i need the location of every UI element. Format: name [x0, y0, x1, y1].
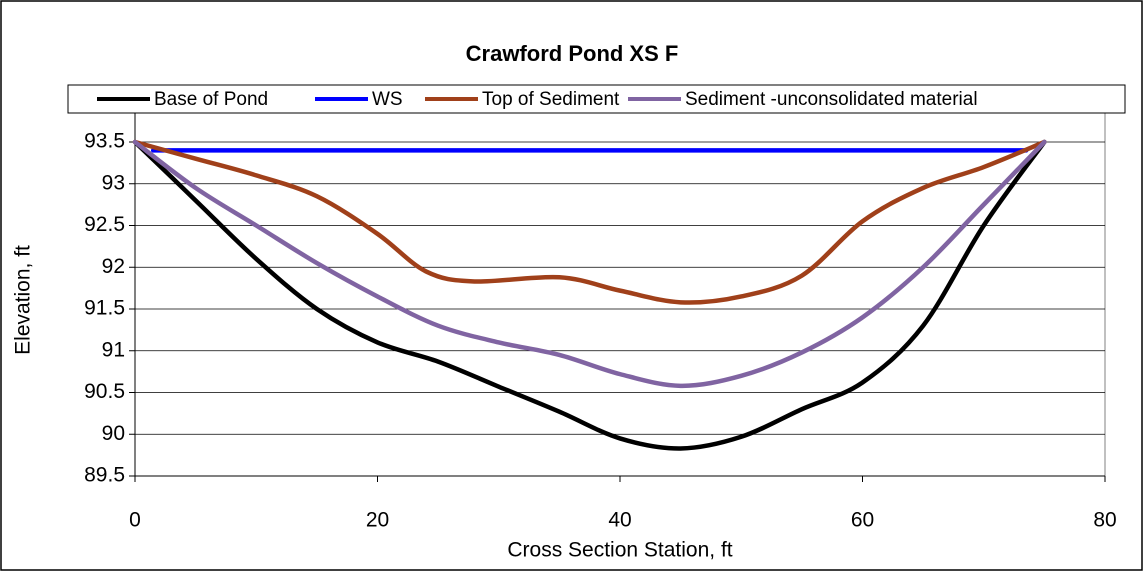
legend: Base of Pond WS Top of Sediment Sediment -u… — [97, 89, 978, 110]
x-tick-label: 20 — [366, 509, 389, 532]
plot-area — [134, 112, 1106, 477]
legend-box — [67, 84, 1126, 114]
series-line — [132, 139, 1047, 451]
series-line — [132, 139, 1047, 305]
y-tick-label: 90 — [102, 422, 125, 445]
legend-label: Base of Pond — [154, 89, 268, 110]
grid: 89.5 90 90.5 91 91.5 92 92.5 93 93.5 0 20 40 60 80 — [84, 113, 1117, 532]
legend-label: Sediment -unconsolidated material — [685, 89, 978, 110]
series-line — [132, 139, 1047, 389]
y-tick-label: 91.5 — [84, 297, 125, 320]
y-tick-label: 91 — [102, 338, 125, 361]
x-axis-label: Cross Section Station, ft — [507, 539, 732, 562]
y-tick-label: 92.5 — [84, 213, 125, 236]
y-tick-label: 93.5 — [84, 130, 125, 153]
x-tick-label: 80 — [1093, 509, 1116, 532]
x-tick-label: 40 — [608, 509, 631, 532]
chart-title: Crawford Pond XS F — [466, 41, 679, 66]
y-tick-label: 92 — [102, 255, 125, 278]
y-tick-label: 93 — [102, 171, 125, 194]
legend-label: Top of Sediment — [482, 89, 620, 110]
legend-label: WS — [372, 89, 403, 110]
lines — [132, 139, 1047, 451]
y-tick-label: 90.5 — [84, 380, 125, 403]
y-axis-label: Elevation, ft — [12, 245, 35, 355]
x-tick-label: 60 — [851, 509, 874, 532]
y-tick-label: 89.5 — [84, 464, 125, 487]
x-tick-label: 0 — [129, 509, 141, 532]
